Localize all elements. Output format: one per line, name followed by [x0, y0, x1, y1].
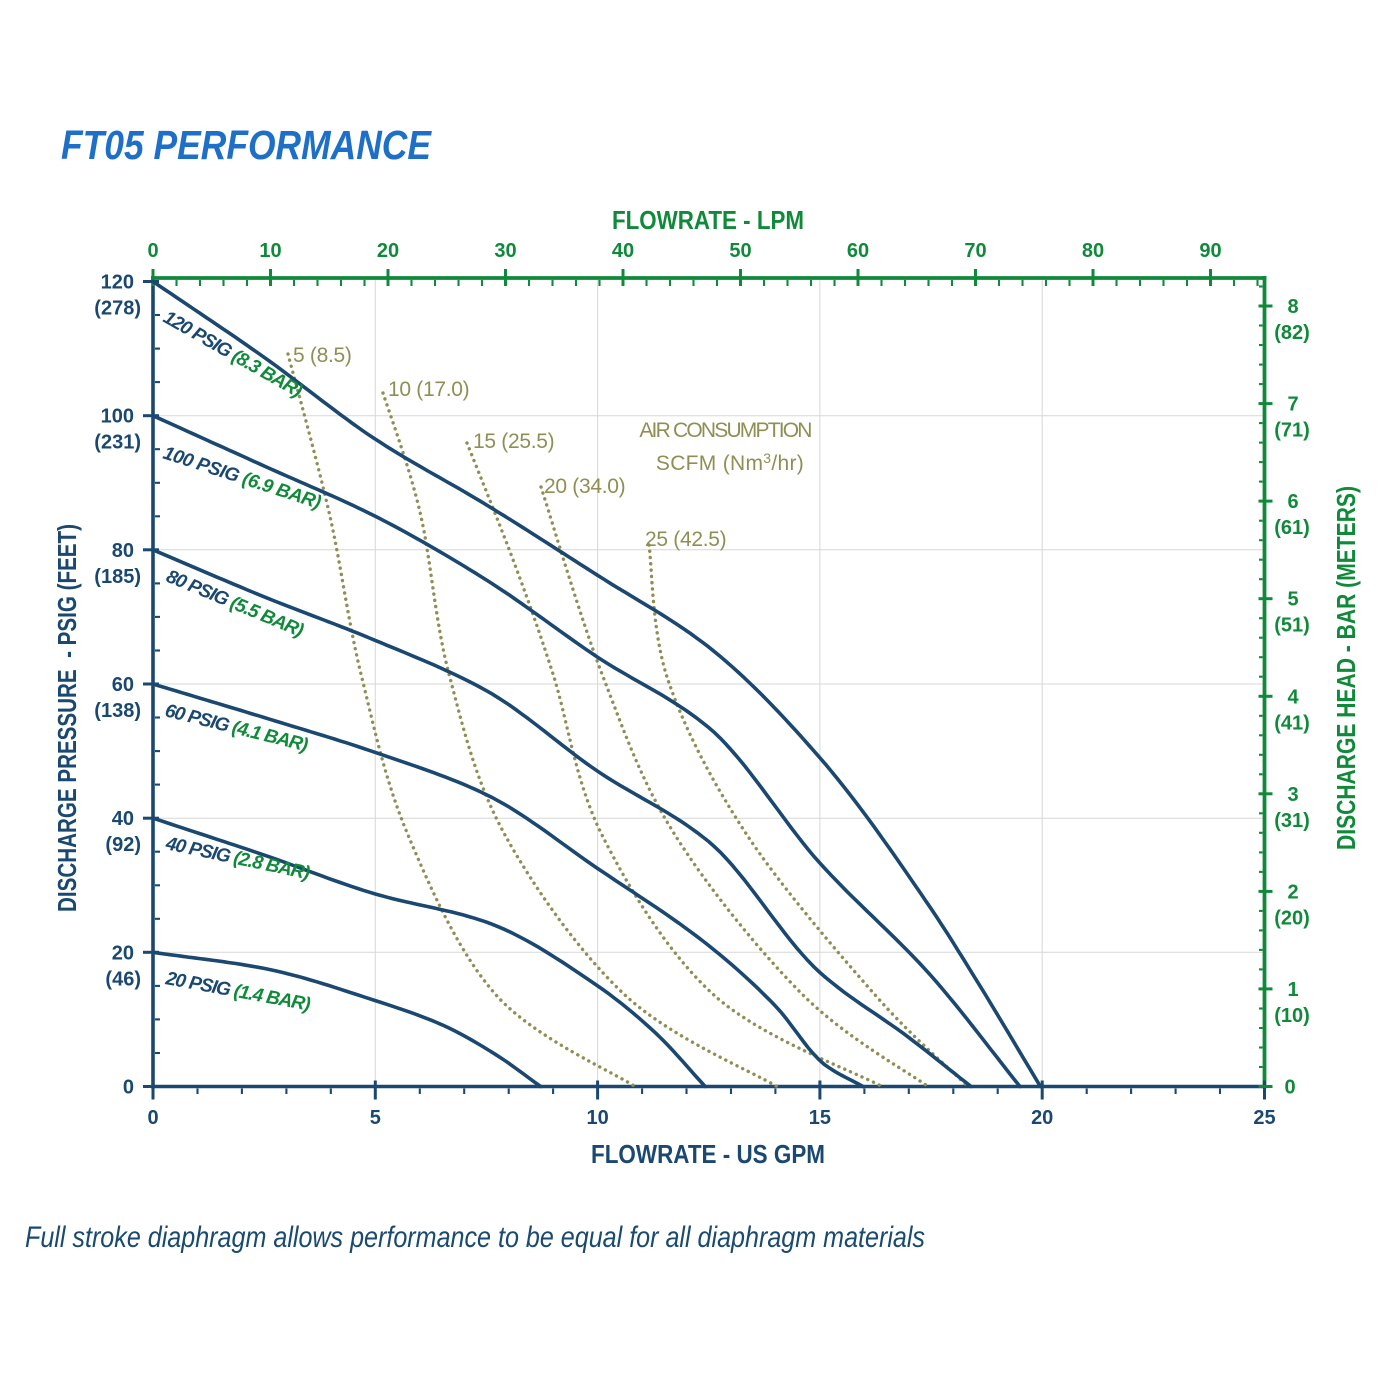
- svg-text:80: 80: [112, 540, 134, 562]
- svg-text:60: 60: [847, 240, 869, 262]
- svg-text:40: 40: [112, 808, 134, 830]
- svg-text:(278): (278): [94, 298, 141, 320]
- svg-text:(92): (92): [105, 834, 141, 856]
- svg-text:FT05 PERFORMANCE: FT05 PERFORMANCE: [61, 122, 432, 168]
- svg-text:0: 0: [147, 240, 158, 262]
- svg-text:10: 10: [259, 240, 281, 262]
- svg-text:(31): (31): [1274, 810, 1310, 832]
- svg-text:80: 80: [1082, 240, 1104, 262]
- svg-text:4: 4: [1287, 686, 1299, 708]
- svg-text:120 PSIG (8.3 BAR): 120 PSIG (8.3 BAR): [160, 307, 306, 402]
- svg-text:15: 15: [809, 1107, 831, 1129]
- svg-text:40: 40: [612, 240, 634, 262]
- svg-text:0: 0: [123, 1077, 134, 1099]
- svg-text:25 (42.5): 25 (42.5): [645, 528, 726, 551]
- svg-text:15 (25.5): 15 (25.5): [473, 430, 554, 453]
- svg-text:(20): (20): [1274, 907, 1310, 929]
- svg-text:SCFM (Nm3/hr): SCFM (Nm3/hr): [656, 450, 804, 475]
- svg-text:1: 1: [1287, 979, 1298, 1001]
- svg-text:30: 30: [494, 240, 516, 262]
- svg-text:120: 120: [101, 272, 134, 294]
- svg-text:0: 0: [1284, 1077, 1295, 1099]
- svg-text:(185): (185): [94, 566, 141, 588]
- svg-text:(71): (71): [1274, 420, 1310, 442]
- svg-text:20: 20: [112, 942, 134, 964]
- svg-text:20: 20: [1031, 1107, 1053, 1129]
- svg-text:100: 100: [101, 406, 134, 428]
- svg-text:50: 50: [729, 240, 751, 262]
- svg-text:25: 25: [1253, 1107, 1275, 1129]
- svg-text:(41): (41): [1274, 712, 1310, 734]
- svg-text:(231): (231): [94, 432, 141, 454]
- svg-text:20 (34.0): 20 (34.0): [544, 475, 625, 498]
- svg-text:100 PSIG (6.9 BAR): 100 PSIG (6.9 BAR): [160, 443, 323, 514]
- svg-text:(51): (51): [1274, 615, 1310, 637]
- svg-text:5 (8.5): 5 (8.5): [293, 344, 352, 367]
- svg-text:3: 3: [1287, 784, 1298, 806]
- svg-text:70: 70: [964, 240, 986, 262]
- svg-text:10: 10: [586, 1107, 608, 1129]
- svg-text:0: 0: [147, 1107, 158, 1129]
- svg-text:FLOWRATE - LPM: FLOWRATE - LPM: [612, 205, 804, 235]
- svg-text:5: 5: [1287, 589, 1298, 611]
- svg-text:(61): (61): [1274, 517, 1310, 539]
- svg-text:7: 7: [1287, 394, 1298, 416]
- svg-text:2: 2: [1287, 881, 1298, 903]
- svg-text:5: 5: [370, 1107, 381, 1129]
- svg-text:90: 90: [1199, 240, 1221, 262]
- svg-text:DISCHARGE PRESSURE - PSIG (FE: DISCHARGE PRESSURE - PSIG (FEET): [52, 524, 82, 912]
- svg-text:10 (17.0): 10 (17.0): [388, 378, 469, 401]
- svg-text:DISCHARGE HEAD - BAR (METERS): DISCHARGE HEAD - BAR (METERS): [1331, 486, 1361, 850]
- svg-text:60: 60: [112, 674, 134, 696]
- svg-text:Full stroke diaphragm allows p: Full stroke diaphragm allows performance…: [25, 1221, 925, 1254]
- svg-text:(82): (82): [1274, 322, 1310, 344]
- svg-text:20: 20: [377, 240, 399, 262]
- svg-text:8: 8: [1287, 296, 1298, 318]
- svg-text:40 PSIG (2.8 BAR): 40 PSIG (2.8 BAR): [163, 833, 311, 884]
- svg-text:(46): (46): [105, 968, 141, 990]
- svg-text:FLOWRATE - US GPM: FLOWRATE - US GPM: [591, 1139, 825, 1169]
- svg-text:(138): (138): [94, 700, 141, 722]
- svg-text:(10): (10): [1274, 1005, 1310, 1027]
- svg-text:6: 6: [1287, 491, 1298, 513]
- svg-text:AIR CONSUMPTION: AIR CONSUMPTION: [639, 419, 811, 442]
